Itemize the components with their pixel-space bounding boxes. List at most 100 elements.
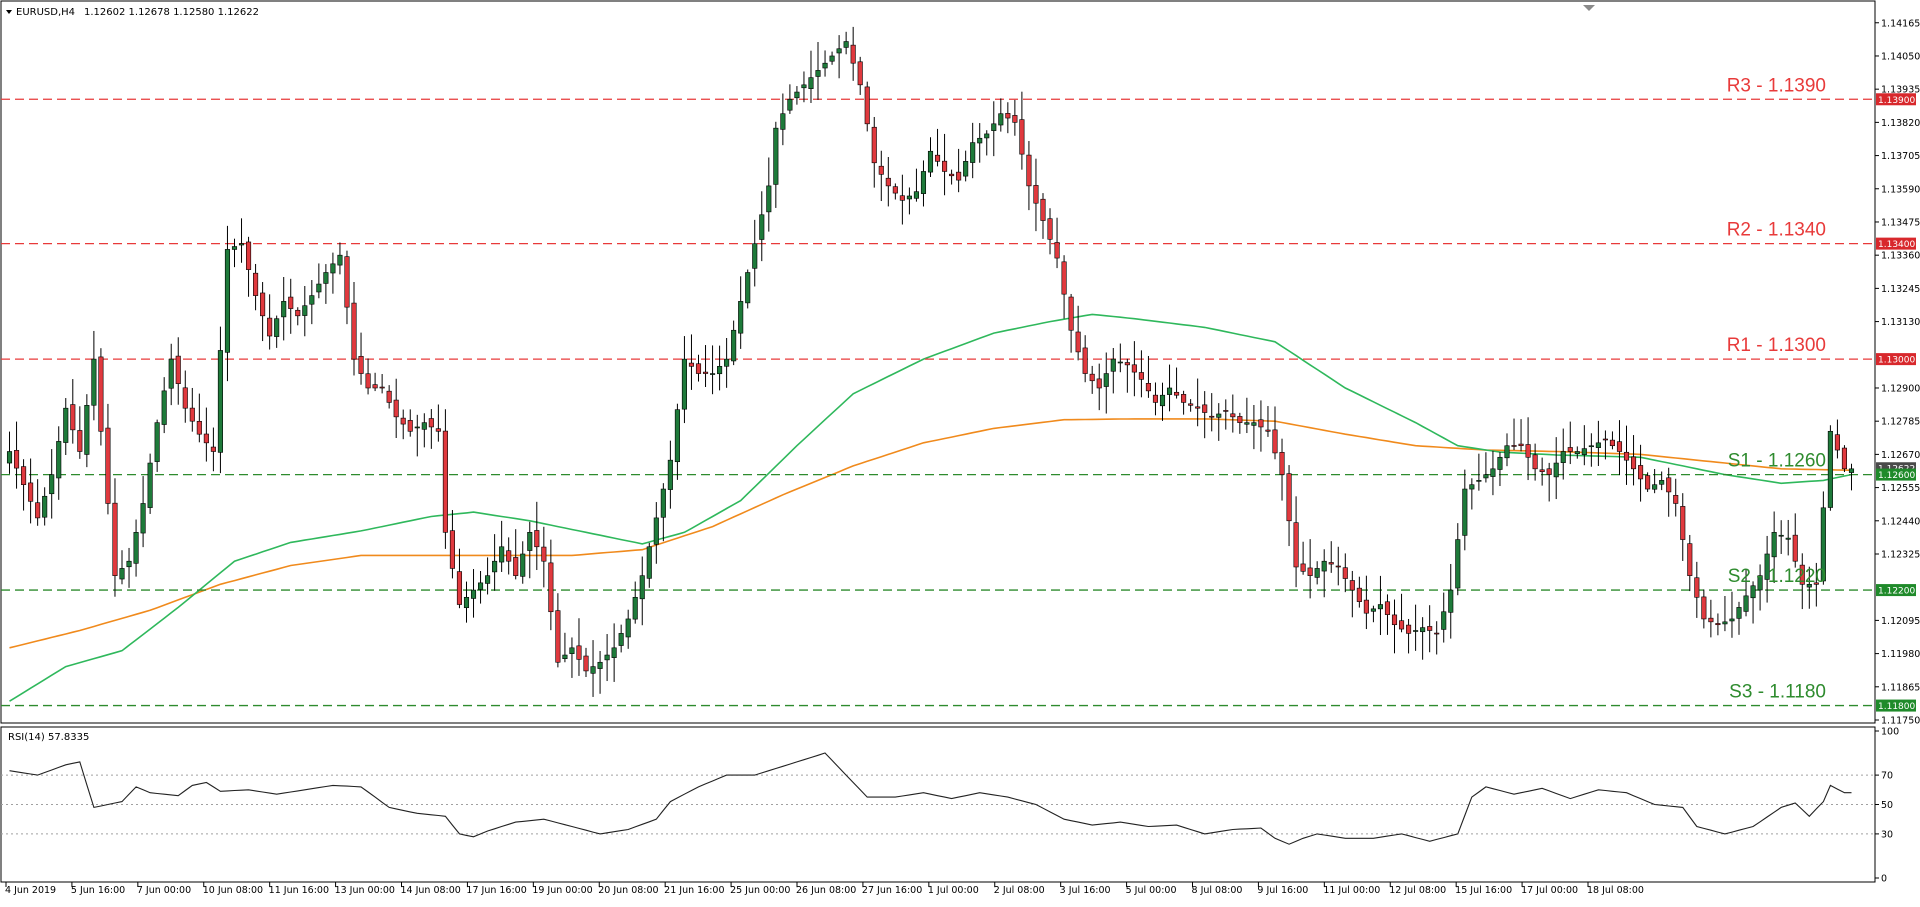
candle-body-bear bbox=[1342, 567, 1348, 579]
candle-body-bear bbox=[850, 44, 856, 64]
price-tag-box bbox=[1876, 699, 1916, 712]
candle bbox=[604, 634, 610, 682]
candle bbox=[1054, 217, 1060, 269]
candlesticks bbox=[6, 26, 1855, 697]
candle bbox=[1314, 561, 1320, 585]
candle-body-bull bbox=[119, 568, 125, 580]
candle bbox=[681, 336, 687, 424]
candle bbox=[1483, 452, 1489, 483]
time-tick-label: 5 Jul 00:00 bbox=[1126, 885, 1177, 896]
candle bbox=[1082, 335, 1088, 383]
rsi-line bbox=[9, 752, 1852, 845]
candle-body-bear bbox=[1609, 439, 1615, 447]
candle-body-bull bbox=[1244, 422, 1250, 425]
candle bbox=[970, 122, 976, 179]
candle bbox=[63, 398, 69, 456]
candle-body-bear bbox=[506, 550, 512, 562]
candle bbox=[1356, 576, 1362, 608]
candle-body-bear bbox=[688, 362, 695, 367]
time-tick-label: 26 Jun 08:00 bbox=[796, 885, 856, 896]
candle bbox=[499, 520, 505, 572]
candle bbox=[857, 56, 863, 95]
candle-body-bull bbox=[323, 272, 329, 284]
symbol-dropdown-icon[interactable] bbox=[6, 10, 12, 14]
candle bbox=[892, 183, 898, 200]
candle-body-bear bbox=[1279, 452, 1285, 475]
level-labels: R3 - 1.1390 R2 - 1.1340 R1 - 1.1300 S1 - 1.… bbox=[1727, 75, 1826, 702]
candle-body-bull bbox=[724, 358, 730, 367]
price-tag-text: 1.12200 bbox=[1878, 587, 1915, 597]
candle-body-bull bbox=[710, 373, 716, 375]
candle-body-bull bbox=[618, 633, 624, 646]
candle bbox=[316, 263, 322, 299]
candle-body-bull bbox=[1413, 630, 1419, 632]
candle-body-bull bbox=[1166, 387, 1173, 395]
price-tick-label: 1.13935 bbox=[1881, 85, 1920, 96]
candle bbox=[752, 219, 758, 287]
candle bbox=[1806, 566, 1812, 609]
candle-body-bear bbox=[70, 404, 76, 431]
candle-body-bull bbox=[843, 41, 849, 48]
candle bbox=[611, 623, 617, 682]
candle-body-bear bbox=[393, 399, 399, 418]
candle bbox=[562, 632, 568, 663]
candle-body-bear bbox=[1813, 582, 1819, 585]
candle bbox=[238, 218, 245, 263]
candle bbox=[1694, 561, 1700, 618]
candle bbox=[780, 93, 786, 146]
candle-body-bear bbox=[1335, 565, 1341, 568]
candle-body-bull bbox=[590, 666, 596, 674]
candle bbox=[1553, 437, 1559, 500]
candle bbox=[590, 640, 596, 697]
candle bbox=[253, 263, 259, 311]
price-tick-label: 1.13590 bbox=[1881, 184, 1920, 195]
candle-body-bull bbox=[815, 70, 821, 77]
candle bbox=[1279, 438, 1285, 501]
candle bbox=[1490, 450, 1496, 496]
candle bbox=[49, 449, 55, 519]
candle-body-bull bbox=[133, 532, 139, 564]
candle bbox=[1616, 420, 1623, 476]
candle-body-bull bbox=[1476, 480, 1482, 482]
candle bbox=[1265, 406, 1271, 437]
candle-body-bear bbox=[1384, 601, 1391, 615]
candle bbox=[1476, 453, 1482, 491]
candle-body-bull bbox=[801, 84, 807, 89]
candle bbox=[920, 160, 927, 207]
candle bbox=[196, 393, 202, 443]
candle-body-bull bbox=[1490, 468, 1496, 477]
candle bbox=[984, 130, 990, 156]
candle bbox=[77, 406, 83, 459]
candle-body-bear bbox=[1834, 434, 1840, 451]
candle bbox=[365, 358, 371, 395]
time-tick-label: 2 Jul 08:00 bbox=[994, 885, 1045, 896]
time-tick-label: 5 Jun 16:00 bbox=[71, 885, 125, 896]
candle-body-bear bbox=[1258, 419, 1264, 428]
time-tick-label: 13 Jun 00:00 bbox=[335, 885, 395, 896]
candle-body-bear bbox=[576, 645, 582, 660]
candle bbox=[1729, 591, 1735, 638]
candle bbox=[934, 128, 941, 167]
candle-body-bear bbox=[1237, 416, 1243, 423]
candle-body-bull bbox=[414, 426, 420, 429]
candle-body-bear bbox=[1602, 438, 1608, 441]
chart-shift-marker[interactable] bbox=[1583, 5, 1595, 11]
candle bbox=[42, 487, 48, 526]
price-tag-resistance: 1.13900 bbox=[1876, 93, 1916, 106]
candle bbox=[6, 431, 13, 474]
candle-body-bear bbox=[1272, 429, 1278, 454]
candle-body-bear bbox=[1645, 475, 1651, 490]
candle-body-bull bbox=[745, 272, 751, 304]
candle-body-bull bbox=[1321, 560, 1327, 572]
candle-body-bull bbox=[611, 647, 617, 658]
candle-body-bull bbox=[808, 77, 814, 89]
candle bbox=[1377, 575, 1383, 636]
candle-body-bull bbox=[217, 350, 223, 453]
candle-body-bear bbox=[435, 428, 441, 432]
candle bbox=[731, 320, 737, 366]
price-panel[interactable] bbox=[0, 0, 1876, 724]
candle bbox=[35, 479, 41, 526]
candle bbox=[1272, 406, 1278, 460]
price-tick-label: 1.13705 bbox=[1881, 151, 1920, 162]
